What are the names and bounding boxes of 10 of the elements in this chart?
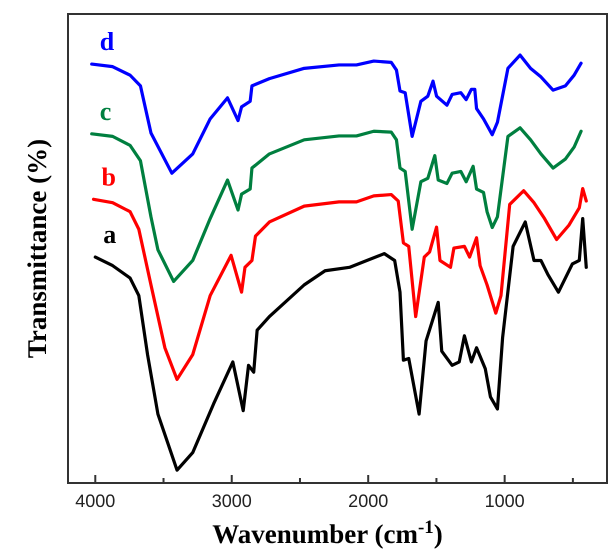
x-axis-title: Wavenumber (cm$^{-1}$) xyxy=(212,516,443,549)
series-label: a xyxy=(103,220,116,250)
x-tick-label: 1000 xyxy=(484,491,525,511)
x-tick-label: 4000 xyxy=(75,491,116,511)
x-tick-label: 2000 xyxy=(348,491,388,511)
series-label: d xyxy=(100,27,115,56)
y-axis-title: Transmittance (%) xyxy=(22,138,52,358)
series-label: c xyxy=(100,96,112,126)
x-tick-label: 3000 xyxy=(212,491,252,511)
series-label: b xyxy=(102,162,116,192)
